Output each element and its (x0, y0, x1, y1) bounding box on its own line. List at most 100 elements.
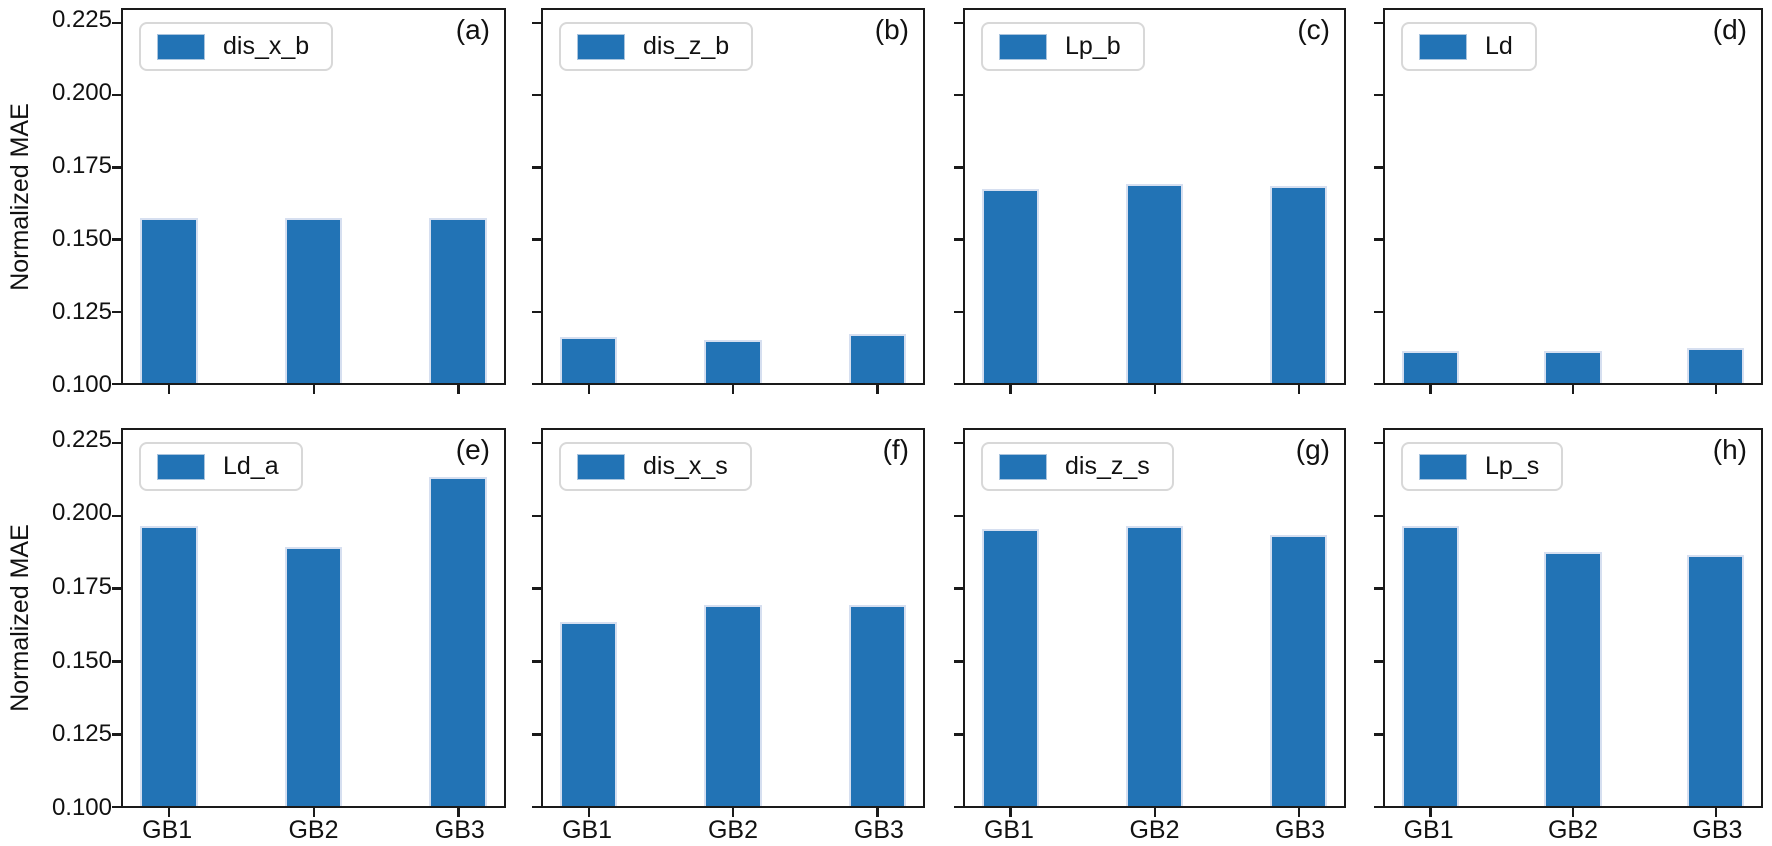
x-tick-mark (1572, 385, 1575, 394)
y-tick-mark (1374, 238, 1383, 241)
legend-label: dis_x_s (643, 452, 728, 480)
y-tick-mark (532, 93, 541, 97)
panel-letter: (a) (455, 14, 490, 45)
legend: dis_z_s (981, 442, 1174, 491)
legend-label: Ld_a (223, 452, 279, 480)
panel-letter: (d) (1712, 14, 1747, 45)
legend-label: Ld (1485, 32, 1513, 60)
y-tick-label: 0.200 (51, 78, 112, 106)
y-tick-mark (532, 238, 541, 241)
legend-color-swatch (577, 453, 625, 480)
bar-GB2 (284, 546, 343, 806)
bar-GB1 (139, 218, 198, 383)
panel-letter: (b) (874, 14, 909, 45)
x-tick-mark (876, 385, 879, 394)
x-tick-label-GB2: GB2 (288, 816, 339, 844)
legend-label: dis_z_s (1065, 452, 1150, 480)
x-tick-mark (587, 808, 590, 817)
legend-label: Lp_s (1485, 452, 1540, 480)
bar-GB3 (1687, 555, 1745, 806)
y-tick-mark (112, 806, 121, 809)
bar-GB3 (429, 218, 488, 383)
y-tick-label: 0.225 (51, 5, 112, 33)
chart-panel-b: dis_z_b (b) (532, 8, 925, 394)
x-tick-mark (1297, 385, 1300, 394)
y-tick-label: 0.225 (51, 425, 112, 453)
x-tick-label-GB2: GB2 (707, 816, 759, 844)
chart-panel-g: dis_z_s (g) (954, 428, 1346, 817)
y-tick-mark (954, 238, 963, 241)
legend: dis_x_s (559, 442, 752, 491)
x-tick-mark (167, 385, 171, 394)
panel-letter: (c) (1297, 14, 1330, 45)
y-tick-mark (112, 660, 121, 663)
chart-panel-a: dis_x_b (a) (112, 8, 506, 394)
x-tick-mark (587, 385, 590, 394)
legend: Ld_a (139, 442, 303, 491)
x-tick-mark (1009, 808, 1012, 817)
x-tick-mark (1429, 808, 1432, 817)
y-tick-mark (954, 660, 963, 663)
y-tick-mark (954, 733, 963, 736)
y-tick-mark (532, 587, 541, 590)
y-tick-mark (1374, 310, 1383, 314)
x-tick-label-GB1: GB1 (562, 816, 613, 844)
x-tick-mark (1009, 385, 1012, 394)
y-tick-mark (1374, 514, 1383, 517)
chart-panel-f: dis_x_s (f) (532, 428, 925, 817)
bar-GB1 (1401, 526, 1459, 806)
bar-GB2 (1125, 183, 1184, 383)
panel-letter: (h) (1712, 434, 1747, 465)
bar-GB2 (284, 218, 343, 383)
y-tick-mark (954, 806, 963, 809)
y-tick-mark (532, 310, 541, 314)
bar-GB2 (704, 604, 762, 806)
y-tick-mark (1374, 383, 1383, 386)
x-tick-label-GB2: GB2 (1129, 816, 1180, 844)
x-tick-label-GB3: GB3 (1275, 816, 1326, 844)
x-tick-mark (1572, 808, 1575, 817)
bar-GB1 (981, 529, 1040, 806)
legend: Lp_b (981, 22, 1145, 71)
chart-panel-h: Lp_s (h) (1374, 428, 1763, 817)
y-tick-mark (954, 21, 963, 24)
y-tick-mark (954, 383, 963, 386)
y-tick-mark (532, 21, 541, 24)
chart-panel-d: Ld (d) (1374, 8, 1763, 394)
y-tick-mark (112, 166, 121, 169)
panel-letter: (e) (455, 434, 490, 465)
x-tick-mark (457, 385, 460, 394)
legend: dis_x_b (139, 22, 334, 71)
x-tick-mark (732, 808, 735, 817)
x-tick-mark (457, 808, 460, 817)
x-tick-mark (876, 808, 879, 817)
legend-label: dis_x_b (223, 32, 310, 60)
legend-color-swatch (157, 453, 205, 480)
legend-color-swatch (1419, 33, 1467, 60)
y-tick-mark (1374, 733, 1383, 736)
legend-color-swatch (157, 33, 205, 60)
x-tick-label-GB1: GB1 (983, 816, 1034, 844)
y-tick-mark (1374, 660, 1383, 663)
x-tick-mark (312, 808, 315, 817)
y-tick-mark (532, 383, 541, 386)
bar-GB2 (1125, 526, 1184, 806)
x-tick-label-GB3: GB3 (434, 816, 485, 844)
bar-GB2 (1544, 351, 1602, 383)
legend-label: dis_z_b (643, 32, 730, 60)
x-tick-mark (312, 385, 315, 394)
y-tick-label: 0.175 (51, 573, 112, 601)
x-tick-label-GB3: GB3 (1692, 816, 1743, 844)
y-tick-mark (1374, 166, 1383, 169)
x-tick-label-GB3: GB3 (853, 816, 904, 844)
x-tick-mark (1714, 385, 1718, 394)
panel-letter: (g) (1295, 434, 1330, 465)
y-tick-mark (112, 238, 121, 241)
y-tick-label: 0.100 (51, 371, 112, 398)
x-tick-mark (1153, 385, 1156, 394)
y-tick-mark (112, 733, 121, 736)
x-tick-mark (1714, 808, 1718, 817)
x-tick-mark (1153, 808, 1156, 817)
y-tick-mark (1374, 587, 1383, 590)
